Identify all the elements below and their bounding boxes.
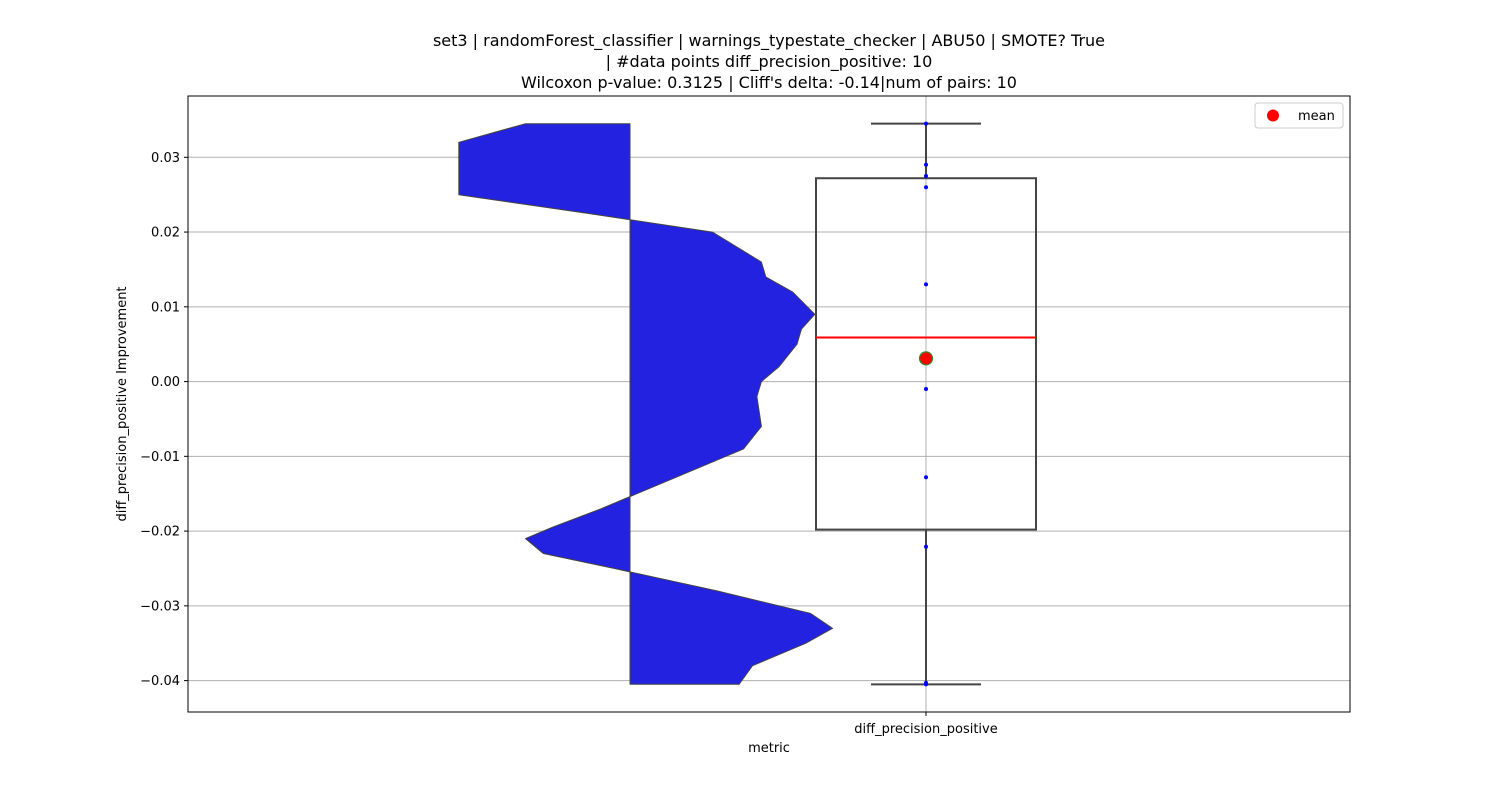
y-tick-label: 0.03 <box>151 151 180 166</box>
plot-frame <box>187 95 1351 713</box>
mean-marker <box>918 351 934 366</box>
y-tick-label: 0.00 <box>151 375 180 390</box>
data-point <box>924 475 928 480</box>
y-tick-label: 0.02 <box>151 226 180 241</box>
y-tick-label: 0.01 <box>151 300 180 315</box>
data-point <box>924 162 928 167</box>
y-tick-label: −0.04 <box>140 674 180 689</box>
legend-box <box>1254 102 1344 129</box>
legend-mean-label: mean <box>1298 109 1335 124</box>
data-point <box>924 682 928 687</box>
chart-title: set3 | randomForest_classifier | warning… <box>433 31 1105 92</box>
y-axis-label: diff_precision_positive Improvement <box>115 286 130 521</box>
y-tick-label: −0.01 <box>140 450 180 465</box>
x-axis-label: metric <box>748 741 790 756</box>
box-iqr <box>815 177 1037 531</box>
violin-body <box>458 123 833 685</box>
data-point <box>924 387 928 392</box>
data-point <box>924 173 928 178</box>
legend-mean-marker <box>1267 109 1279 122</box>
y-tick-label: −0.02 <box>140 525 180 540</box>
data-point <box>924 185 928 190</box>
data-point <box>924 544 928 549</box>
title-line-2: | #data points diff_precision_positive: … <box>606 52 933 72</box>
violin-layer <box>458 123 833 685</box>
title-line-3: Wilcoxon p-value: 0.3125 | Cliff's delta… <box>521 73 1017 92</box>
data-point <box>924 121 928 126</box>
data-point <box>924 282 928 287</box>
title-line-1: set3 | randomForest_classifier | warning… <box>433 31 1105 51</box>
legend: mean <box>1254 102 1344 129</box>
x-axis: diff_precision_positive metric <box>748 712 998 756</box>
y-axis-ticks: −0.04 −0.03 −0.02 −0.01 0.00 0.01 0.02 0.03 <box>140 151 188 689</box>
x-tick-label: diff_precision_positive <box>854 722 997 737</box>
y-tick-label: −0.03 <box>140 599 180 614</box>
data-points <box>918 121 934 687</box>
